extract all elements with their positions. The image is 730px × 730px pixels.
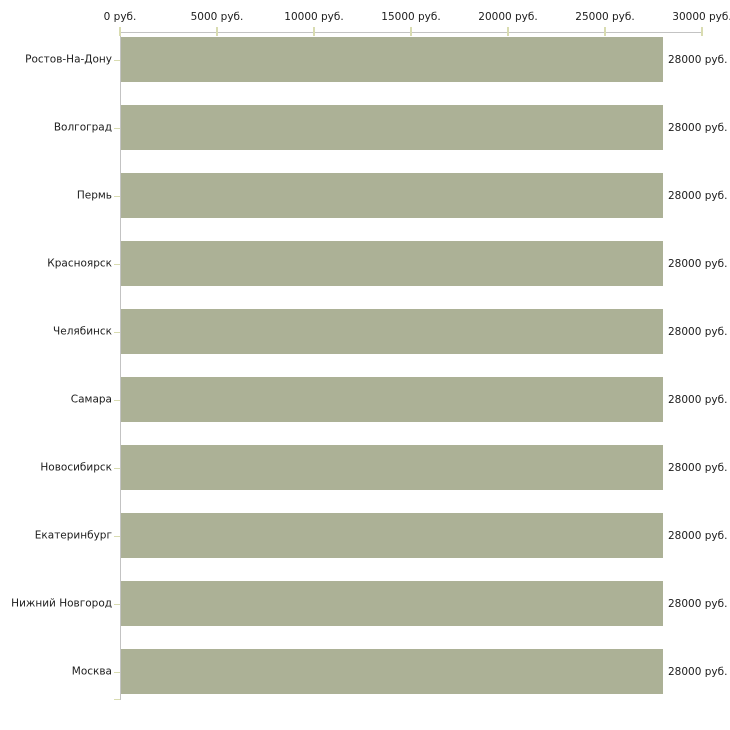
y-axis-tick xyxy=(114,467,120,469)
value-label: 28000 руб. xyxy=(668,529,728,542)
category-label: Москва xyxy=(71,665,112,678)
y-axis-tick xyxy=(114,59,120,61)
bar xyxy=(121,649,664,694)
bar xyxy=(121,445,664,490)
bar xyxy=(121,173,664,218)
x-axis-tick xyxy=(216,27,218,36)
x-axis-tick-label: 25000 руб. xyxy=(575,11,635,23)
bar xyxy=(121,105,664,150)
value-label: 28000 руб. xyxy=(668,461,728,474)
bar xyxy=(121,241,664,286)
value-label: 28000 руб. xyxy=(668,325,728,338)
x-axis-tick-label: 0 руб. xyxy=(103,11,137,23)
x-axis-tick-label: 20000 руб. xyxy=(478,11,538,23)
value-label: 28000 руб. xyxy=(668,189,728,202)
value-label: 28000 руб. xyxy=(668,393,728,406)
category-label: Нижний Новгород xyxy=(11,597,112,610)
x-axis-tick-label: 15000 руб. xyxy=(381,11,441,23)
y-axis-tick xyxy=(114,127,120,129)
category-label: Волгоград xyxy=(53,121,112,134)
category-label: Новосибирск xyxy=(40,461,112,474)
y-axis-tick xyxy=(114,535,120,537)
x-axis-tick xyxy=(604,27,606,36)
category-label: Самара xyxy=(70,393,112,406)
y-axis-tick xyxy=(114,399,120,401)
value-label: 28000 руб. xyxy=(668,665,728,678)
x-axis-tick xyxy=(507,27,509,36)
bar xyxy=(121,581,664,626)
y-axis-tick xyxy=(114,603,120,605)
x-axis-tick xyxy=(313,27,315,36)
y-axis-end-tick xyxy=(114,699,120,700)
y-axis-tick xyxy=(114,195,120,197)
x-axis-tick xyxy=(410,27,412,36)
category-label: Пермь xyxy=(76,189,112,202)
category-label: Екатеринбург xyxy=(34,529,112,542)
x-axis-tick-label: 10000 руб. xyxy=(284,11,344,23)
value-label: 28000 руб. xyxy=(668,597,728,610)
x-axis-tick xyxy=(119,27,121,36)
category-label: Челябинск xyxy=(53,325,112,338)
value-label: 28000 руб. xyxy=(668,53,728,66)
y-axis-tick xyxy=(114,671,120,673)
bar xyxy=(121,377,664,422)
x-axis-tick xyxy=(701,27,703,36)
value-label: 28000 руб. xyxy=(668,257,728,270)
y-axis-line xyxy=(120,32,121,700)
bar xyxy=(121,513,664,558)
y-axis-tick xyxy=(114,263,120,265)
bar xyxy=(121,37,664,82)
category-label: Ростов-На-Дону xyxy=(25,53,112,66)
value-label: 28000 руб. xyxy=(668,121,728,134)
x-axis-tick-label: 5000 руб. xyxy=(190,11,244,23)
category-label: Красноярск xyxy=(47,257,112,270)
bar xyxy=(121,309,664,354)
y-axis-tick xyxy=(114,331,120,333)
x-axis-tick-label: 30000 руб. xyxy=(672,11,730,23)
